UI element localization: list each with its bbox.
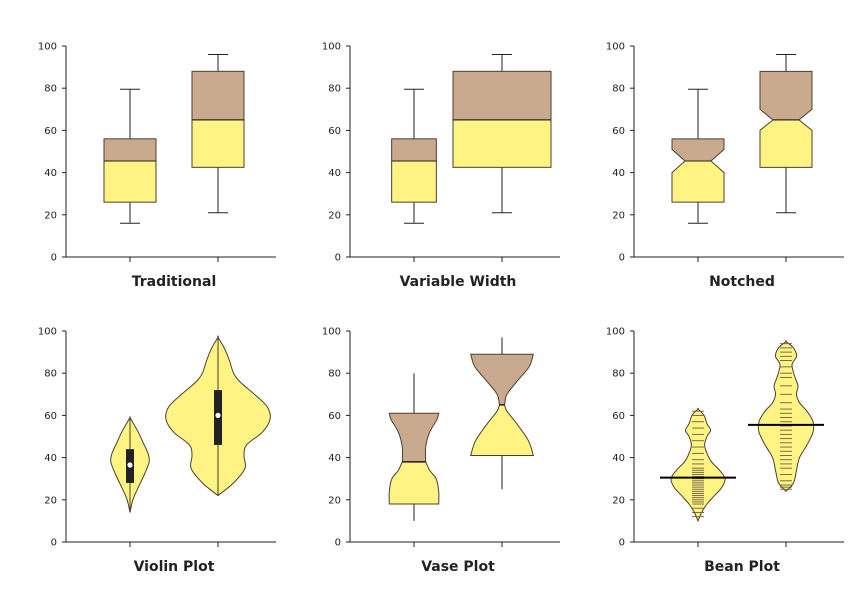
box-upper-quartile: [103, 138, 157, 162]
violin-median-dot: [215, 412, 221, 418]
panel-title: Traditional: [132, 274, 217, 290]
y-tick-label: 20: [612, 210, 625, 221]
panel-traditional: 0 20 40 60 80 100 Traditional: [38, 42, 276, 290]
vase-upper-half: [388, 412, 440, 463]
y-tick-label: 20: [612, 495, 625, 506]
y-tick-label: 60: [328, 126, 341, 137]
box-lower-quartile: [391, 160, 437, 203]
y-tick-label: 20: [44, 495, 57, 506]
y-tick-label: 60: [612, 411, 625, 422]
y-tick-label: 60: [612, 126, 625, 137]
y-tick-label: 20: [328, 495, 341, 506]
y-tick-label: 80: [44, 84, 57, 95]
y-tick-label: 60: [44, 126, 57, 137]
y-tick-label: 60: [328, 411, 341, 422]
box-lower-quartile: [191, 119, 245, 168]
y-tick-label: 40: [44, 453, 57, 464]
y-tick-label: 0: [619, 538, 625, 549]
y-tick-label: 0: [335, 253, 341, 264]
y-tick-label: 40: [44, 168, 57, 179]
y-tick-label: 80: [612, 369, 625, 380]
box-upper-quartile: [759, 70, 813, 121]
panel-title: Bean Plot: [704, 559, 780, 575]
panel-bean-plot: 0 20 40 60 80 100 Bean Plot: [606, 327, 844, 575]
y-tick-label: 80: [328, 369, 341, 380]
panel-vase-plot: 0 20 40 60 80 100 Vase Plot: [322, 327, 560, 575]
y-tick-label: 80: [328, 84, 341, 95]
box-upper-quartile: [671, 138, 725, 162]
box-lower-quartile: [671, 160, 725, 203]
box-upper-quartile: [191, 70, 245, 121]
y-tick-label: 40: [328, 453, 341, 464]
y-tick-label: 100: [606, 327, 625, 338]
y-tick-label: 40: [328, 168, 341, 179]
panel-title: Notched: [709, 274, 775, 290]
vase-lower-half: [470, 404, 534, 456]
y-tick-label: 40: [612, 453, 625, 464]
vase-lower-half: [388, 461, 440, 505]
box-upper-quartile: [391, 138, 437, 162]
bean-body: [670, 407, 726, 523]
panel-violin-plot: 0 20 40 60 80 100 Violin Plot: [38, 327, 276, 575]
box-upper-quartile: [452, 70, 552, 121]
y-tick-label: 100: [606, 42, 625, 53]
y-tick-label: 0: [335, 538, 341, 549]
y-tick-label: 0: [619, 253, 625, 264]
bean-body: [757, 340, 815, 493]
panel-variable-width: 0 20 40 60 80 100 Variable Width: [322, 42, 560, 290]
y-tick-label: 0: [51, 253, 57, 264]
y-tick-label: 40: [612, 168, 625, 179]
y-tick-label: 20: [328, 210, 341, 221]
y-tick-label: 100: [38, 327, 57, 338]
y-tick-label: 80: [44, 369, 57, 380]
violin-median-dot: [127, 462, 133, 468]
box-lower-quartile: [452, 119, 552, 168]
panel-title: Variable Width: [400, 274, 517, 290]
y-tick-label: 100: [38, 42, 57, 53]
panel-notched: 0 20 40 60 80 100 Notched: [606, 42, 844, 290]
y-tick-label: 20: [44, 210, 57, 221]
y-tick-label: 60: [44, 411, 57, 422]
y-tick-label: 100: [322, 327, 341, 338]
y-tick-label: 80: [612, 84, 625, 95]
box-lower-quartile: [103, 160, 157, 203]
y-tick-label: 0: [51, 538, 57, 549]
panel-title: Violin Plot: [134, 559, 215, 575]
vase-upper-half: [470, 353, 534, 406]
y-tick-label: 100: [322, 42, 341, 53]
box-lower-quartile: [759, 119, 813, 168]
panel-title: Vase Plot: [421, 559, 495, 575]
